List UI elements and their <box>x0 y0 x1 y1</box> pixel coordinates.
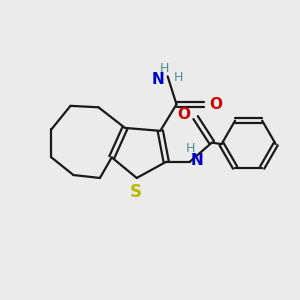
Text: N: N <box>152 72 164 87</box>
Text: O: O <box>209 97 222 112</box>
Text: N: N <box>190 153 203 168</box>
Text: O: O <box>177 107 190 122</box>
Text: H: H <box>174 71 184 84</box>
Text: H: H <box>159 62 169 75</box>
Text: S: S <box>129 183 141 201</box>
Text: H: H <box>186 142 195 155</box>
